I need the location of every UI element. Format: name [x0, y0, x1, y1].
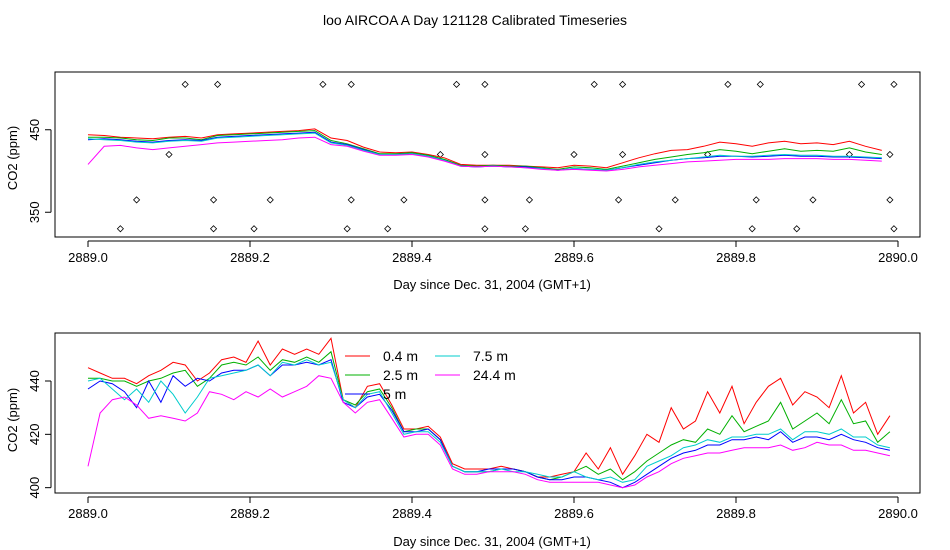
legend-label-7-5-m: 7.5 m: [473, 348, 508, 364]
top-data-point: [886, 150, 894, 159]
top-data-point: [481, 225, 489, 233]
top-data-point: [752, 196, 760, 204]
top-data-point: [436, 150, 444, 159]
top-plot-frame: [54, 71, 921, 238]
top-data-point: [890, 225, 898, 233]
top-x-tick-label: 2889.8: [716, 250, 756, 265]
bottom-x-tick-label: 2889.2: [230, 506, 270, 521]
top-data-point: [481, 80, 489, 88]
top-data-point: [655, 225, 663, 233]
top-data-point: [590, 80, 598, 88]
bottom-x-tick-label: 2889.0: [68, 506, 108, 521]
legend-label-0-4-m: 0.4 m: [383, 348, 418, 364]
top-y-tick-label: 350: [27, 201, 42, 223]
top-x-tick-label: 2889.6: [554, 250, 594, 265]
top-data-point: [857, 80, 866, 88]
top-y-axis-label: CO2 (ppm): [5, 126, 20, 190]
top-data-point: [671, 196, 679, 204]
top-data-point: [525, 196, 534, 204]
top-data-point: [481, 150, 489, 159]
top-outlier-points: [116, 80, 898, 233]
bottom-y-axis-label: CO2 (ppm): [5, 388, 20, 452]
top-data-point: [214, 80, 222, 88]
top-x-tick-label: 2889.2: [230, 250, 270, 265]
bottom-y-tick-label: 420: [27, 423, 42, 445]
bottom-x-tick-label: 2890.0: [878, 506, 918, 521]
top-data-point: [619, 80, 627, 88]
top-data-point: [250, 225, 258, 233]
bottom-x-axis-label: Day since Dec. 31, 2004 (GMT+1): [393, 534, 591, 549]
top-data-point: [452, 80, 461, 88]
bottom-y-tick-label: 440: [27, 370, 42, 392]
top-series-lines: [87, 128, 882, 172]
top-data-point: [181, 80, 189, 88]
bottom-x-tick-label: 2889.6: [554, 506, 594, 521]
top-data-point: [570, 150, 578, 159]
bottom-axes: 2889.0 2889.2 2889.4 2889.6 2889.8 2890.0 400 4…: [27, 370, 918, 521]
top-data-point: [748, 225, 756, 233]
top-data-point: [886, 196, 894, 204]
top-data-point: [724, 80, 732, 88]
top-x-axis-label: Day since Dec. 31, 2004 (GMT+1): [393, 277, 591, 292]
top-data-point: [209, 196, 218, 204]
top-axes: 2889.0 2889.2 2889.4 2889.6 2889.8 2890.0 350 4…: [27, 119, 918, 265]
top-data-point: [614, 196, 623, 204]
top-panel: 2889.0 2889.2 2889.4 2889.6 2889.8 2890.0 350 4…: [5, 71, 921, 292]
bottom-panel: 2889.0 2889.2 2889.4 2889.6 2889.8 2890.0 400 4…: [5, 332, 921, 549]
top-data-point: [319, 80, 327, 88]
top-series-2-5-m: [88, 130, 882, 170]
top-data-point: [384, 225, 392, 233]
legend: 0.4 m 2.5 m 5 m 7.5 m 24.4 m: [345, 348, 516, 402]
chart-title: loo AIRCOA A Day 121128 Calibrated Times…: [323, 12, 627, 28]
top-data-point: [793, 225, 801, 233]
top-data-point: [619, 150, 627, 159]
top-x-tick-label: 2889.0: [68, 250, 108, 265]
top-data-point: [116, 225, 124, 233]
top-data-point: [165, 150, 173, 159]
legend-label-2-5-m: 2.5 m: [383, 367, 418, 383]
top-data-point: [347, 196, 355, 204]
legend-label-24-4-m: 24.4 m: [473, 367, 516, 383]
top-series-0-4-m: [87, 128, 882, 169]
top-data-point: [209, 225, 218, 233]
top-data-point: [481, 196, 489, 204]
legend-label-5-m: 5 m: [383, 386, 406, 402]
top-data-point: [809, 196, 817, 204]
top-data-point: [756, 80, 764, 88]
top-x-tick-label: 2889.4: [392, 250, 432, 265]
top-data-point: [890, 80, 898, 88]
bottom-series-5-m: [87, 359, 891, 489]
top-series-24-4-m: [87, 136, 882, 172]
bottom-series-24-4-m: [87, 375, 891, 489]
top-x-tick-label: 2890.0: [878, 250, 918, 265]
bottom-x-tick-label: 2889.4: [392, 506, 432, 521]
bottom-x-tick-label: 2889.8: [716, 506, 756, 521]
top-data-point: [343, 225, 351, 233]
top-data-point: [347, 80, 355, 88]
bottom-series-lines: [87, 337, 891, 489]
bottom-y-tick-label: 400: [27, 477, 42, 499]
top-data-point: [266, 196, 274, 204]
top-data-point: [521, 225, 529, 233]
top-y-tick-label: 450: [27, 119, 42, 141]
top-data-point: [133, 196, 141, 204]
bottom-plot-frame: [54, 332, 921, 494]
top-data-point: [400, 196, 408, 204]
